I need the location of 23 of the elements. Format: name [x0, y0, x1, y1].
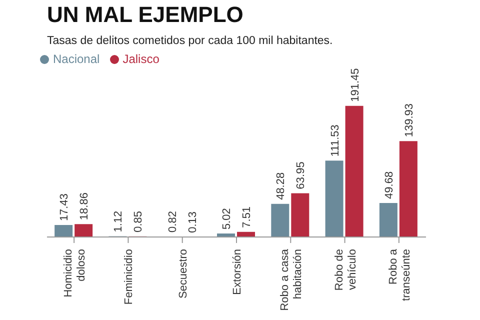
data-label: 17.43 — [58, 194, 71, 222]
data-label: 63.95 — [295, 162, 308, 190]
data-label: 18.86 — [78, 192, 91, 220]
data-label: 5.02 — [221, 208, 234, 230]
x-tick-label: Feminicidio — [123, 249, 136, 305]
data-label: 139.93 — [403, 103, 416, 138]
x-tick-label: Extorsión — [232, 249, 244, 295]
chart-title: UN MAL EJEMPLO — [47, 2, 244, 28]
data-label: 111.53 — [329, 124, 342, 157]
x-tick-label: Robo a casa habitación — [279, 248, 304, 311]
x-tick-label: Secuestro — [177, 249, 190, 299]
data-label: 7.51 — [241, 206, 254, 228]
data-label: 0.85 — [132, 210, 145, 232]
data-label: 191.45 — [349, 68, 362, 102]
legend-label: Jalisco — [122, 52, 160, 66]
data-label: 49.68 — [383, 171, 396, 199]
legend-label: Nacional — [53, 52, 100, 66]
data-label: 0.82 — [166, 211, 179, 232]
chart-subtitle: Tasas de delitos cometidos por cada 100 mil habitantes. — [47, 35, 333, 47]
x-tick-label: Homicidio doloso — [62, 249, 88, 298]
data-label: 0.13 — [186, 211, 199, 233]
data-label: 48.28 — [275, 172, 288, 200]
data-label: 1.12 — [112, 210, 125, 232]
